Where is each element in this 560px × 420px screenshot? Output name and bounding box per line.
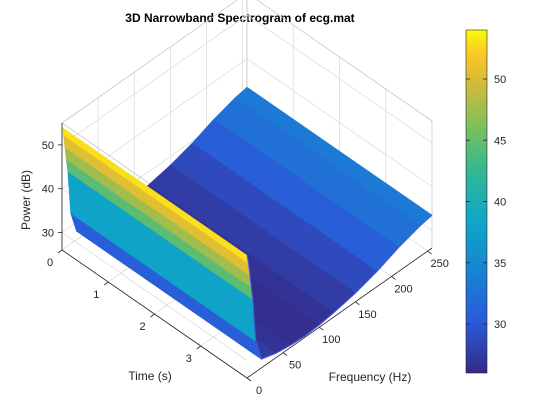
colorbar-tick-label: 45 (494, 135, 506, 147)
time-tick-label: 1 (93, 289, 99, 301)
time-tick-mark (150, 313, 155, 318)
time-tick-label: 0 (47, 257, 53, 269)
time-axis-ticks: 0 1 2 3 (47, 249, 201, 365)
frequency-tick-mark (282, 352, 288, 356)
frequency-tick-mark (427, 250, 432, 255)
power-tick-label: 50 (42, 140, 54, 152)
frequency-tick-mark (391, 276, 396, 280)
time-tick-label: 2 (139, 321, 145, 333)
x-axis-label: Frequency (Hz) (329, 370, 412, 384)
frequency-tick-mark (319, 326, 324, 331)
frequency-tick-label: 150 (358, 309, 376, 321)
time-tick-mark (196, 345, 201, 350)
colorbar-ticks: 30 35 40 45 50 (466, 74, 506, 331)
power-axis-ticks: 30 40 50 (42, 140, 62, 240)
frequency-tick-label: 200 (394, 283, 412, 295)
y-axis-label: Time (s) (128, 369, 172, 383)
time-tick-label: 3 (186, 353, 192, 365)
time-tick-mark (104, 281, 109, 286)
time-tick-mark (57, 249, 63, 254)
frequency-tick-mark (246, 377, 252, 382)
frequency-axis-ticks: 0 50 100 150 200 250 (246, 250, 449, 397)
colorbar-tick-label: 30 (494, 319, 506, 331)
colorbar-tick-label: 50 (494, 74, 506, 86)
colorbar-tick-label: 40 (494, 197, 506, 209)
frequency-tick-label: 50 (289, 360, 301, 372)
spectrogram-surface (61, 86, 433, 360)
power-tick-label: 30 (42, 228, 54, 240)
frequency-tick-mark (355, 301, 360, 306)
surface-front-edge (246, 214, 433, 360)
frequency-axis-line (246, 247, 433, 379)
frequency-tick-label: 250 (431, 258, 449, 270)
power-tick-label: 40 (42, 184, 54, 196)
colorbar-tick-label: 35 (494, 258, 506, 270)
frequency-tick-label: 0 (256, 385, 262, 397)
frequency-tick-label: 100 (322, 334, 340, 346)
z-axis-label: Power (dB) (19, 170, 33, 230)
chart-title: 3D Narrowband Spectrogram of ecg.mat (125, 11, 354, 25)
